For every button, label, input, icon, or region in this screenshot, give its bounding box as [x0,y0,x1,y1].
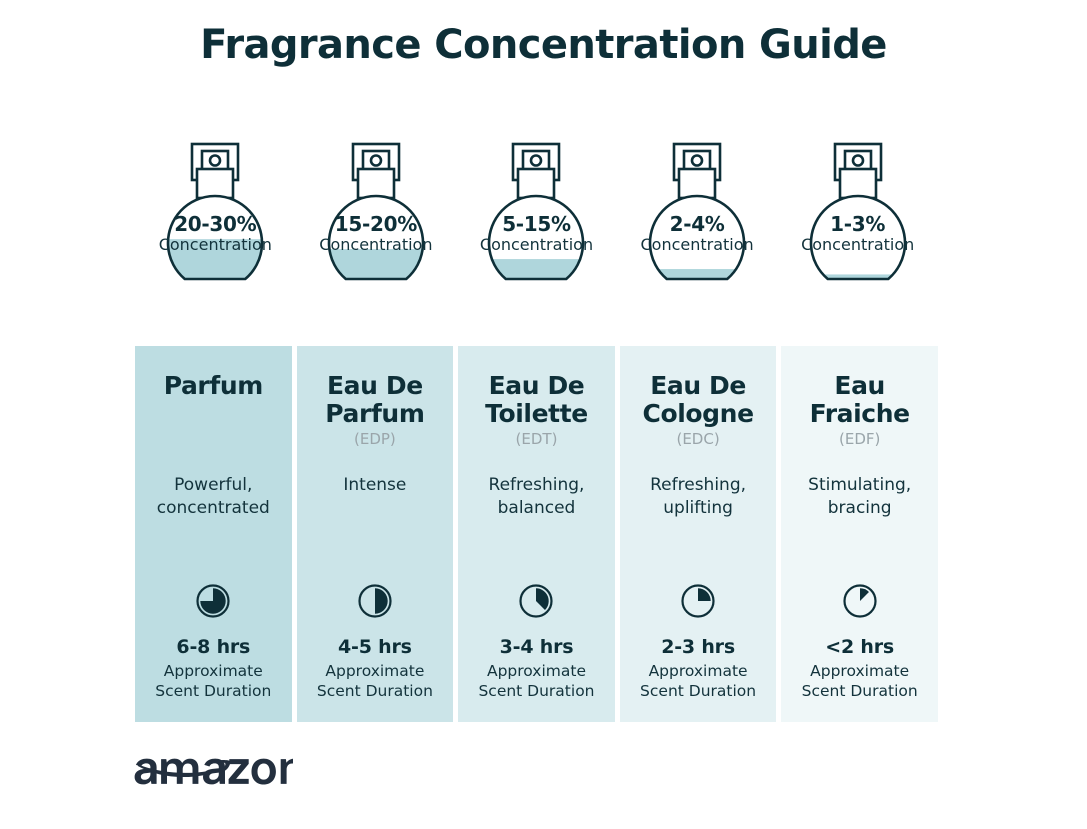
card-title: Eau De Cologne [642,371,755,428]
card-title: Eau Fraiche [809,371,910,428]
duration-label: Approximate Scent Duration [316,661,433,700]
perfume-bottle-icon: 1-3% Concentration [783,138,933,333]
perfume-bottle-icon: 20-30% Concentration [140,138,290,333]
perfume-bottle-icon: 5-15% Concentration [461,138,611,333]
clock-pie-icon [620,582,777,620]
duration-block: 2-3 hrs Approximate Scent Duration [620,636,777,701]
duration-block: <2 hrs Approximate Scent Duration [781,636,938,701]
clock-pie-icon [135,582,292,620]
card-description: Refreshing, uplifting [650,475,747,518]
card-description: Stimulating, bracing [808,475,912,518]
fragrance-cards-row: Parfum Powerful, concentrated 6-8 hrs Approx… [135,346,938,722]
perfume-bottle-icon: 15-20% Concentration [301,138,451,333]
card-abbreviation: (EDT) [515,430,558,448]
fragrance-card[interactable]: Eau De Toilette (EDT) Refreshing, balanced 3-… [458,346,615,722]
duration-value: 2-3 hrs [661,636,735,658]
card-description: Intense [343,475,407,495]
duration-value: <2 hrs [825,636,895,658]
bottle-cell: 15-20% Concentration [296,138,457,333]
fragrance-card[interactable]: Eau De Cologne (EDC) Refreshing, uplifting 2-… [619,346,777,722]
card-title: Parfum [163,371,264,400]
card-abbreviation: (EDP) [354,430,396,448]
bottle-cell: 20-30% Concentration [135,138,296,333]
duration-value: 6-8 hrs [176,636,251,658]
duration-block: 6-8 hrs Approximate Scent Duration [135,636,292,701]
duration-value: 4-5 hrs [338,636,412,658]
card-description: Refreshing, balanced [488,475,585,518]
duration-label: Approximate Scent Duration [640,661,757,700]
card-abbreviation: (EDF) [838,430,881,448]
card-title: Eau De Parfum [325,371,425,428]
duration-block: 3-4 hrs Approximate Scent Duration [458,636,615,701]
fragrance-card[interactable]: Eau De Parfum (EDP) Intense 4-5 hrs Approxima… [296,346,454,722]
card-title: Eau De Toilette [485,371,588,428]
card-abbreviation: (EDC) [676,430,720,448]
fragrance-card[interactable]: Eau Fraiche (EDF) Stimulating, bracing <2 hrs… [781,346,938,722]
bottle-cell: 1-3% Concentration [777,138,938,333]
bottles-row: 20-30% Concentration 15-20% Concentration 5-… [135,138,938,333]
amazon-logo-icon [133,748,293,800]
clock-pie-icon [297,582,454,620]
duration-label: Approximate Scent Duration [478,661,595,700]
duration-value: 3-4 hrs [499,636,574,658]
page-title: Fragrance Concentration Guide [200,22,887,68]
card-description: Powerful, concentrated [156,475,270,518]
duration-label: Approximate Scent Duration [155,661,272,700]
fragrance-card[interactable]: Parfum Powerful, concentrated 6-8 hrs Approx… [135,346,292,722]
perfume-bottle-icon: 2-4% Concentration [622,138,772,333]
clock-pie-icon [458,582,615,620]
bottle-cell: 5-15% Concentration [456,138,617,333]
duration-block: 4-5 hrs Approximate Scent Duration [297,636,454,701]
duration-label: Approximate Scent Duration [801,661,918,700]
clock-pie-icon [781,582,938,620]
bottle-cell: 2-4% Concentration [617,138,778,333]
